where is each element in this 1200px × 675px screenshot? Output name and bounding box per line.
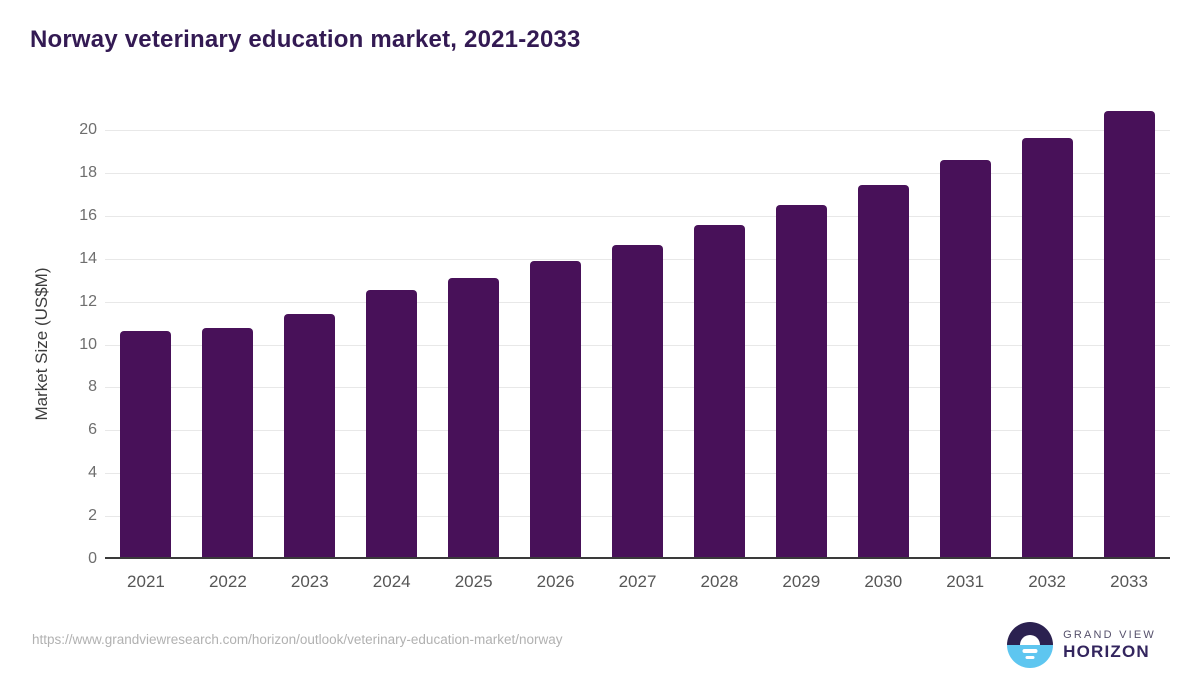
x-tick-label-2027: 2027 xyxy=(618,572,657,591)
y-tick-label-20: 20 xyxy=(79,121,97,138)
y-tick-label-4: 4 xyxy=(88,464,97,482)
x-tick-label-2033: 2033 xyxy=(1110,572,1148,591)
sun-reflection-line xyxy=(1022,649,1038,653)
horizon-sun-icon xyxy=(1007,622,1054,668)
x-tick-label-2025: 2025 xyxy=(454,572,493,591)
bar-2024 xyxy=(366,289,418,559)
chart-title: Norway veterinary education market, 2021… xyxy=(30,26,581,53)
logo-brand-bottom: HORIZON xyxy=(1063,642,1150,661)
bar-2032 xyxy=(1021,137,1073,559)
logo-text: GRAND VIEW HORIZON xyxy=(1063,628,1156,662)
x-tick-label-2024: 2024 xyxy=(372,572,411,591)
bar-2027 xyxy=(612,244,663,559)
y-tick-label-14: 14 xyxy=(79,249,97,267)
x-axis-line xyxy=(105,557,1170,559)
bar-2029 xyxy=(775,205,827,559)
bar-2030 xyxy=(857,184,909,559)
x-tick-label-2026: 2026 xyxy=(536,572,575,591)
bar-2026 xyxy=(530,260,582,559)
gridline-18 xyxy=(105,172,1170,174)
logo-brand-top: GRAND VIEW xyxy=(1063,629,1156,641)
bar-2033 xyxy=(1103,110,1155,559)
y-tick-label-8: 8 xyxy=(88,378,97,396)
source-url: https://www.grandviewresearch.com/horizo… xyxy=(32,632,563,647)
bar-2021 xyxy=(120,330,172,559)
x-tick-label-2023: 2023 xyxy=(290,572,329,591)
sun-reflection-line xyxy=(1025,655,1035,659)
y-tick-label-12: 12 xyxy=(79,292,97,310)
x-tick-label-2021: 2021 xyxy=(127,572,165,591)
bar-2023 xyxy=(284,314,336,559)
gridline-20 xyxy=(105,130,1170,131)
bar-2028 xyxy=(693,225,745,559)
bar-2025 xyxy=(448,278,500,559)
y-tick-label-6: 6 xyxy=(88,421,97,439)
bar-2022 xyxy=(202,328,254,559)
y-tick-label-16: 16 xyxy=(79,206,97,224)
x-tick-label-2028: 2028 xyxy=(700,572,739,591)
y-tick-label-2: 2 xyxy=(88,507,97,525)
y-tick-label-10: 10 xyxy=(79,335,97,353)
x-tick-label-2030: 2030 xyxy=(864,572,903,591)
bar-2031 xyxy=(939,160,991,559)
grand-view-horizon-logo: GRAND VIEW HORIZON xyxy=(1007,621,1156,669)
x-tick-label-2029: 2029 xyxy=(782,572,821,591)
gridline-16 xyxy=(105,215,1170,217)
y-tick-label-18: 18 xyxy=(79,163,97,181)
x-tick-label-2022: 2022 xyxy=(208,572,247,591)
x-tick-label-2032: 2032 xyxy=(1028,572,1067,591)
y-tick-label-0: 0 xyxy=(88,550,97,567)
sun-dome-shape xyxy=(1020,635,1041,645)
x-tick-label-2031: 2031 xyxy=(946,572,985,591)
